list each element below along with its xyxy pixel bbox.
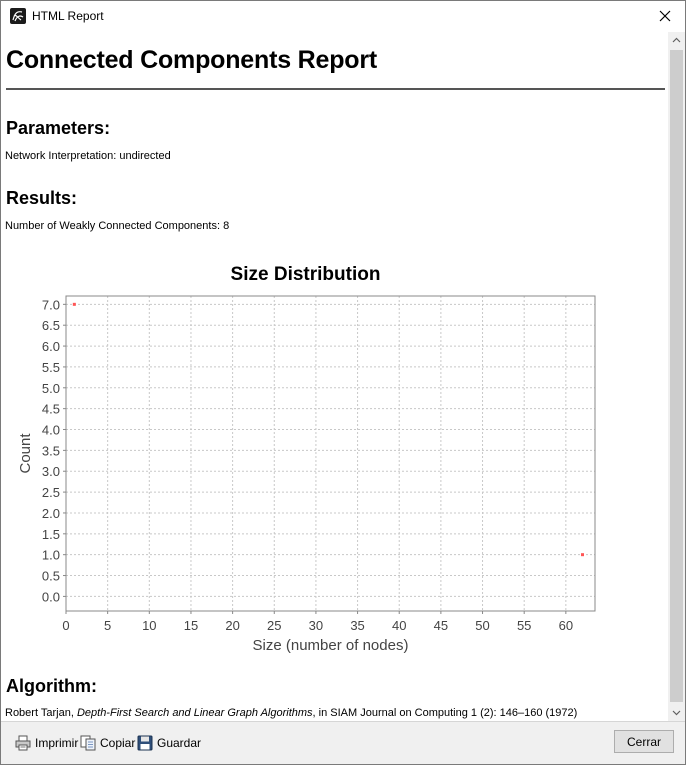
copy-icon <box>80 735 96 751</box>
title-divider <box>6 88 665 90</box>
x-tick-label: 40 <box>392 618 406 633</box>
size-distribution-chart: Size Distribution 0.0 0.5 1.0 1.5 2.0 2.5 3.0 3.… <box>17 264 596 654</box>
algorithm-journal: , in SIAM Journal on Computing 1 (2): 14… <box>312 707 578 719</box>
y-tick-label: 2.0 <box>42 506 60 521</box>
y-tick-label: 5.0 <box>42 381 60 396</box>
data-point <box>581 553 585 557</box>
results-heading: Results: <box>6 188 78 208</box>
parameters-heading: Parameters: <box>6 118 111 138</box>
x-tick-label: 55 <box>517 618 531 633</box>
y-tick-label: 1.0 <box>42 548 60 563</box>
y-tick-label: 3.5 <box>42 443 60 458</box>
y-tick-label: 7.0 <box>42 297 60 312</box>
x-axis-label: Size (number of nodes) <box>253 637 409 654</box>
x-tick-label: 60 <box>559 618 573 633</box>
data-point <box>72 302 76 306</box>
y-tick-label: 0.0 <box>42 589 60 604</box>
y-tick-label: 6.0 <box>42 339 60 354</box>
print-label: Imprimir <box>35 736 79 750</box>
title-bar: HTML Report <box>1 1 685 32</box>
chart-title: Size Distribution <box>231 264 381 285</box>
y-axis-label: Count <box>17 433 34 474</box>
x-tick-label: 25 <box>267 618 281 633</box>
print-button[interactable]: Imprimir <box>14 734 78 752</box>
y-tick-label: 4.5 <box>42 402 60 417</box>
x-tick-label: 35 <box>350 618 364 633</box>
scroll-down-button[interactable] <box>668 704 685 721</box>
algorithm-heading: Algorithm: <box>6 676 97 696</box>
chevron-up-icon <box>672 37 681 43</box>
results-text: Number of Weakly Connected Components: 8 <box>5 220 230 232</box>
plot-frame <box>65 295 596 612</box>
algorithm-author: Robert Tarjan, <box>5 707 77 719</box>
save-label: Guardar <box>157 736 202 750</box>
save-button[interactable]: Guardar <box>136 734 201 752</box>
window-title: HTML Report <box>32 9 104 23</box>
y-tick-label: 0.5 <box>42 569 60 584</box>
app-logo-icon <box>10 8 26 24</box>
x-tick-label: 50 <box>475 618 489 633</box>
scroll-thumb[interactable] <box>670 50 683 702</box>
y-tick-label: 3.0 <box>42 464 60 479</box>
y-tick-label: 4.0 <box>42 423 60 438</box>
copy-label: Copiar <box>100 736 136 750</box>
y-tick-label: 1.5 <box>42 527 60 542</box>
algorithm-paper-title: Depth-First Search and Linear Graph Algo… <box>76 707 313 719</box>
x-tick-label: 20 <box>225 618 239 633</box>
parameters-text: Network Interpretation: undirected <box>5 150 171 162</box>
algorithm-citation: Robert Tarjan, Depth-First Search and Li… <box>5 707 577 719</box>
page-title: Connected Components Report <box>6 46 377 74</box>
close-icon <box>659 10 671 22</box>
vertical-scrollbar[interactable] <box>668 32 685 721</box>
x-tick-label: 5 <box>104 618 111 633</box>
chevron-down-icon <box>672 710 681 716</box>
bottom-toolbar: Imprimir Copiar Guardar Cerrar <box>1 721 685 764</box>
printer-icon <box>15 735 31 751</box>
scroll-up-button[interactable] <box>668 32 685 49</box>
x-tick-label: 30 <box>309 618 323 633</box>
x-tick-label: 0 <box>62 618 69 633</box>
copy-button[interactable]: Copiar <box>79 734 135 752</box>
x-tick-label: 15 <box>184 618 198 633</box>
y-tick-label: 2.5 <box>42 485 60 500</box>
x-tick-label: 45 <box>434 618 448 633</box>
floppy-disk-icon <box>137 735 153 751</box>
window-close-button[interactable] <box>645 1 685 32</box>
report-content: Connected Components Report Parameters: … <box>2 32 668 721</box>
y-tick-label: 5.5 <box>42 360 60 375</box>
close-dialog-button[interactable]: Cerrar <box>614 730 674 753</box>
y-tick-label: 6.5 <box>42 318 60 333</box>
x-tick-label: 10 <box>142 618 156 633</box>
